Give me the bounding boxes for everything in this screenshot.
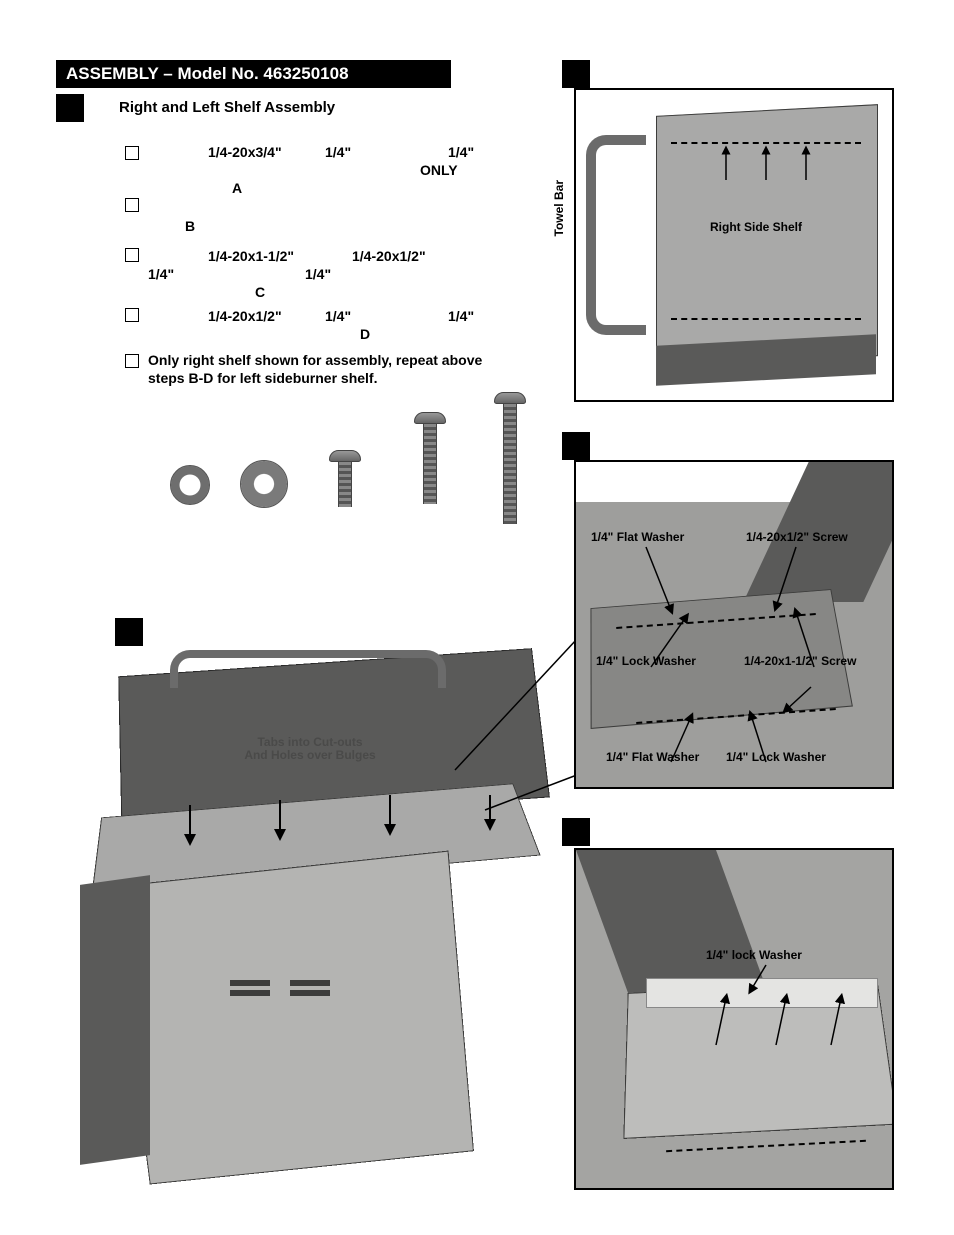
checkbox — [125, 198, 139, 212]
label-lock-washer-bot: 1/4" Lock Washer — [726, 750, 856, 764]
hardware-row — [160, 430, 560, 560]
arrows — [716, 145, 836, 185]
lock-washer-icon — [170, 465, 210, 505]
screw-long — [500, 392, 520, 524]
dashline — [671, 318, 861, 320]
spec-a-3: 1/4" — [448, 144, 474, 160]
assembly-note: Only right shelf shown for assembly, rep… — [148, 352, 508, 387]
towel-bar-handle — [586, 135, 646, 335]
page: ASSEMBLY – Model No. 463250108 Right and… — [0, 0, 954, 1235]
figure-d: 1/4" lock Washer — [574, 848, 894, 1190]
assembly-header: ASSEMBLY – Model No. 463250108 — [56, 60, 451, 88]
vent — [290, 980, 330, 986]
checkbox — [125, 308, 139, 322]
figure-c: 1/4" Flat Washer 1/4-20x1/2" Screw 1/4" … — [574, 460, 894, 789]
step-marker-a — [562, 60, 590, 88]
label-flat-washer-top: 1/4" Flat Washer — [591, 530, 711, 544]
figure-a: Right Side Shelf — [574, 88, 894, 402]
screw-head — [494, 392, 526, 404]
label-screw-long: 1/4-20x1-1/2" Screw — [744, 654, 894, 668]
screw-short — [335, 450, 355, 507]
spec-c-4: 1/4" — [305, 266, 331, 282]
spec-a-1: 1/4-20x3/4" — [208, 144, 282, 160]
spec-d-1: 1/4-20x1/2" — [208, 308, 282, 324]
label-flat-washer-bot: 1/4" Flat Washer — [606, 750, 726, 764]
spec-d-3: 1/4" — [448, 308, 474, 324]
spec-b-letter: B — [185, 218, 195, 234]
spec-c-letter: C — [255, 284, 265, 300]
step-marker-main — [56, 94, 84, 122]
spec-d-2: 1/4" — [325, 308, 351, 324]
spec-c-2: 1/4-20x1/2" — [352, 248, 426, 264]
towel-bar-label: Towel Bar — [552, 180, 566, 236]
vent — [230, 980, 270, 986]
arrows-c — [576, 462, 892, 787]
screw-shaft — [503, 404, 517, 524]
grill-body — [112, 851, 474, 1185]
screw-head — [329, 450, 361, 462]
grill-side — [80, 875, 150, 1165]
label-screw-half: 1/4-20x1/2" Screw — [746, 530, 886, 544]
grill-handle — [170, 650, 446, 688]
screw-head — [414, 412, 446, 424]
spec-c-1: 1/4-20x1-1/2" — [208, 248, 294, 264]
step-marker-c — [562, 432, 590, 460]
checkbox — [125, 354, 139, 368]
dashline — [671, 142, 861, 144]
label-lock-washer-d: 1/4" lock Washer — [706, 948, 846, 962]
vent — [290, 990, 330, 996]
screw-shaft — [423, 424, 437, 504]
spec-c-3: 1/4" — [148, 266, 174, 282]
arrows-d — [576, 850, 892, 1188]
label-lock-washer-mid: 1/4" Lock Washer — [596, 654, 726, 668]
flat-washer-icon — [240, 460, 288, 508]
screw-medium — [420, 412, 440, 504]
checkbox — [125, 248, 139, 262]
screw-shaft — [338, 462, 352, 507]
right-side-shelf-label: Right Side Shelf — [696, 220, 816, 234]
vent — [230, 990, 270, 996]
spec-a-letter: A — [232, 180, 242, 196]
tabs-label: Tabs into Cut-outs And Holes over Bulges — [230, 736, 390, 762]
section-subtitle: Right and Left Shelf Assembly — [119, 99, 335, 116]
spec-d-letter: D — [360, 326, 370, 342]
spec-a-2: 1/4" — [325, 144, 351, 160]
checkbox — [125, 146, 139, 160]
spec-a-only: ONLY — [420, 162, 458, 178]
